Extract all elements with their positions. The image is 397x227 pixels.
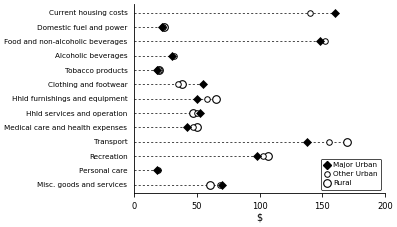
X-axis label: $: $ [256, 213, 263, 223]
Legend: Major Urban, Other Urban, Rural: Major Urban, Other Urban, Rural [321, 159, 382, 190]
